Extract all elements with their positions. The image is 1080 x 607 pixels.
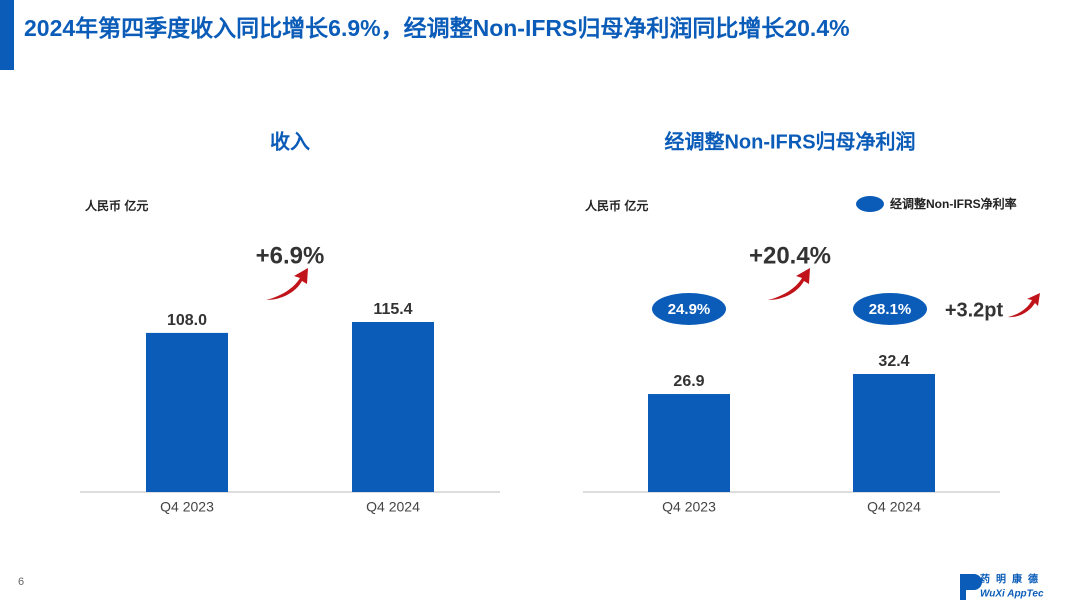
unit-label: 人民币 亿元 bbox=[585, 198, 648, 213]
page-number: 6 bbox=[18, 576, 24, 588]
bar bbox=[352, 322, 434, 492]
logo-mark bbox=[960, 574, 982, 600]
value-label: 115.4 bbox=[373, 301, 412, 318]
unit-label: 人民币 亿元 bbox=[85, 198, 148, 213]
value-label: 32.4 bbox=[878, 353, 909, 370]
growth-annotation: +6.9% bbox=[256, 242, 325, 269]
bar bbox=[146, 332, 228, 492]
margin-annotation: +3.2pt bbox=[945, 299, 1004, 321]
title-accent bbox=[0, 0, 14, 70]
margin-arrow bbox=[1008, 293, 1040, 318]
legend-label: 经调整Non-IFRS净利率 bbox=[890, 196, 1017, 211]
growth-annotation: +20.4% bbox=[749, 242, 831, 269]
margin-label: 28.1% bbox=[869, 301, 912, 318]
x-tick-label: Q4 2023 bbox=[662, 499, 716, 515]
slide-title: 2024年第四季度收入同比增长6.9%，经调整Non-IFRS归母净利润同比增长… bbox=[24, 15, 850, 41]
growth-arrow bbox=[768, 268, 810, 300]
logo-cn: 药明康德 bbox=[980, 573, 1044, 586]
growth-arrow bbox=[266, 268, 308, 300]
legend-swatch bbox=[856, 196, 884, 212]
margin-badge bbox=[853, 293, 927, 325]
x-tick-label: Q4 2024 bbox=[867, 499, 921, 515]
x-tick-label: Q4 2023 bbox=[160, 499, 214, 515]
x-tick-label: Q4 2024 bbox=[366, 499, 420, 515]
value-label: 26.9 bbox=[673, 373, 704, 390]
chart-title: 收入 bbox=[270, 129, 310, 153]
bar bbox=[648, 394, 730, 492]
margin-label: 24.9% bbox=[668, 301, 711, 318]
bar bbox=[853, 374, 935, 492]
chart-title: 经调整Non-IFRS归母净利润 bbox=[664, 129, 915, 153]
logo-en: WuXi AppTec bbox=[980, 589, 1044, 600]
margin-badge bbox=[652, 293, 726, 325]
value-label: 108.0 bbox=[167, 312, 207, 329]
